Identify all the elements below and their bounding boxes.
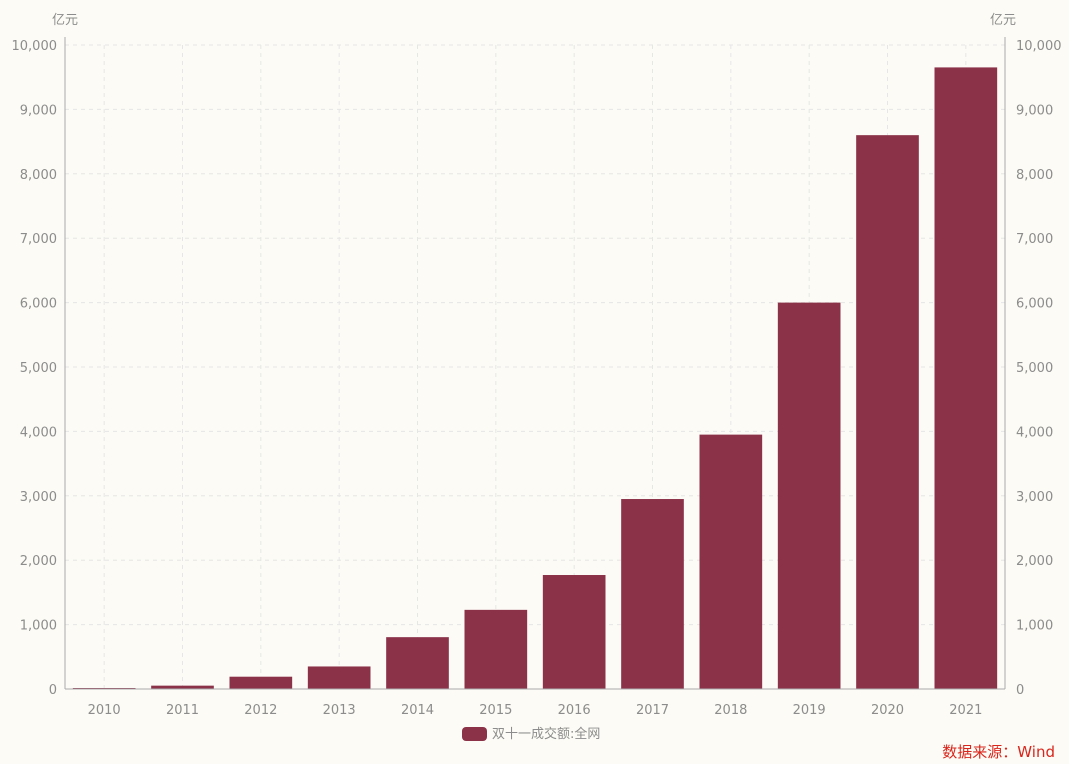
x-tick-label: 2011	[166, 703, 199, 718]
y-tick-label-left: 6,000	[20, 297, 57, 312]
x-tick-label: 2020	[871, 703, 904, 718]
y-tick-label-right: 6,000	[1016, 297, 1053, 312]
y-tick-label-left: 2,000	[20, 554, 57, 569]
y-tick-label-left: 8,000	[20, 168, 57, 183]
x-tick-label: 2014	[401, 703, 434, 718]
legend-swatch[interactable]	[462, 727, 487, 741]
x-tick-label: 2013	[323, 703, 356, 718]
bar-2021[interactable]	[934, 67, 998, 690]
y-tick-label-right: 8,000	[1016, 168, 1053, 183]
bar-2018[interactable]	[699, 434, 763, 689]
y-tick-label-left: 4,000	[20, 425, 57, 440]
x-tick-label: 2015	[479, 703, 512, 718]
x-tick-label: 2021	[949, 703, 982, 718]
x-tick-label: 2010	[88, 703, 121, 718]
bars	[72, 67, 998, 690]
x-tick-label: 2019	[793, 703, 826, 718]
bar-2011[interactable]	[151, 685, 214, 689]
y-tick-label-left: 0	[49, 683, 57, 698]
right-y-unit-label: 亿元	[990, 13, 1016, 28]
bar-2020[interactable]	[856, 135, 919, 689]
x-tick-label: 2012	[244, 703, 277, 718]
data-source-label: 数据来源：Wind	[942, 743, 1055, 761]
y-tick-label-right: 2,000	[1016, 554, 1053, 569]
y-tick-label-right: 3,000	[1016, 490, 1053, 505]
bar-2012[interactable]	[229, 676, 293, 689]
bar-2014[interactable]	[386, 637, 449, 689]
y-tick-label-left: 3,000	[20, 490, 57, 505]
y-tick-label-right: 7,000	[1016, 232, 1053, 247]
legend-label[interactable]: 双十一成交额:全网	[492, 726, 600, 742]
left-y-unit-label: 亿元	[52, 13, 78, 28]
y-tick-label-left: 5,000	[20, 361, 57, 376]
bar-2016[interactable]	[542, 575, 606, 689]
y-tick-label-left: 9,000	[20, 103, 57, 118]
y-tick-label-left: 10,000	[12, 39, 58, 54]
y-tick-label-right: 9,000	[1016, 103, 1053, 118]
y-tick-label-right: 4,000	[1016, 425, 1053, 440]
y-tick-label-right: 5,000	[1016, 361, 1053, 376]
y-tick-label-left: 1,000	[20, 619, 57, 634]
y-tick-label-right: 10,000	[1016, 39, 1062, 54]
bar-2013[interactable]	[307, 666, 371, 689]
bar-2019[interactable]	[777, 302, 841, 689]
bar-2017[interactable]	[621, 499, 684, 689]
bar-2015[interactable]	[464, 609, 528, 689]
axes: 0 0 1,000 1,000 2,000 2,000 3,000 3,000 4,000 4,0…	[12, 37, 1062, 718]
x-tick-label: 2018	[714, 703, 747, 718]
y-tick-label-right: 0	[1016, 683, 1024, 698]
y-tick-label-left: 7,000	[20, 232, 57, 247]
x-tick-label: 2017	[636, 703, 669, 718]
legend[interactable]: 双十一成交额:全网	[462, 726, 600, 742]
y-tick-label-right: 1,000	[1016, 619, 1053, 634]
x-tick-label: 2016	[558, 703, 591, 718]
